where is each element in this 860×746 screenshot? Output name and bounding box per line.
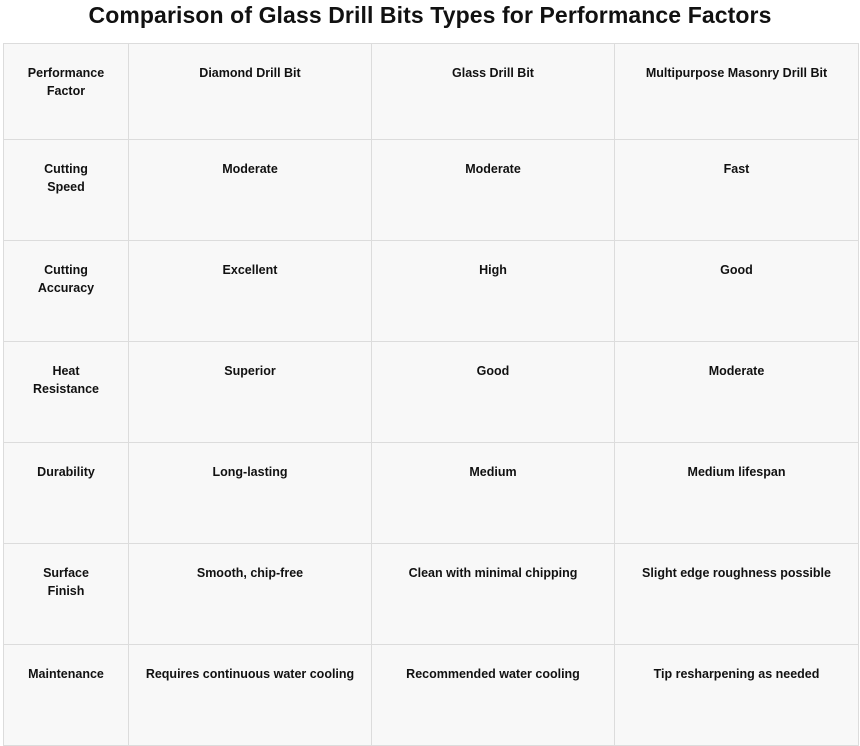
table-cell: Excellent — [128, 240, 372, 342]
table-cell: Moderate — [128, 139, 372, 241]
table-cell: Long-lasting — [128, 442, 372, 544]
page-title: Comparison of Glass Drill Bits Types for… — [88, 2, 772, 28]
header-diamond-drill-bit: Diamond Drill Bit — [128, 43, 372, 140]
table-row: Durability Long-lasting Medium Medium li… — [3, 442, 859, 544]
table-cell: Recommended water cooling — [371, 644, 615, 746]
row-factor-cell: Surface Finish — [3, 543, 129, 645]
table-row: Surface Finish Smooth, chip-free Clean w… — [3, 543, 859, 645]
table-row: Cutting Accuracy Excellent High Good — [3, 240, 859, 342]
table-row: Maintenance Requires continuous water co… — [3, 644, 859, 746]
table-cell: Tip resharpening as needed — [614, 644, 859, 746]
table-cell: Fast — [614, 139, 859, 241]
table-cell: Requires continuous water cooling — [128, 644, 372, 746]
table-cell: Good — [614, 240, 859, 342]
table-cell: Superior — [128, 341, 372, 443]
table-cell: Smooth, chip-free — [128, 543, 372, 645]
header-performance-factor: Performance Factor — [3, 43, 129, 140]
table-header-row: Performance Factor Diamond Drill Bit Gla… — [3, 43, 859, 140]
table-cell: Slight edge roughness possible — [614, 543, 859, 645]
row-factor-cell: Cutting Speed — [3, 139, 129, 241]
row-factor-cell: Maintenance — [3, 644, 129, 746]
table-cell: Clean with minimal chipping — [371, 543, 615, 645]
row-factor-cell: Durability — [3, 442, 129, 544]
table-row: Cutting Speed Moderate Moderate Fast — [3, 139, 859, 241]
header-glass-drill-bit: Glass Drill Bit — [371, 43, 615, 140]
comparison-table: Performance Factor Diamond Drill Bit Gla… — [3, 43, 859, 746]
row-factor-cell: Cutting Accuracy — [3, 240, 129, 342]
table-row: Heat Resistance Superior Good Moderate — [3, 341, 859, 443]
header-masonry-drill-bit: Multipurpose Masonry Drill Bit — [614, 43, 859, 140]
row-factor-cell: Heat Resistance — [3, 341, 129, 443]
table-cell: High — [371, 240, 615, 342]
table-cell: Good — [371, 341, 615, 443]
table-cell: Moderate — [371, 139, 615, 241]
table-cell: Medium lifespan — [614, 442, 859, 544]
table-cell: Medium — [371, 442, 615, 544]
table-cell: Moderate — [614, 341, 859, 443]
